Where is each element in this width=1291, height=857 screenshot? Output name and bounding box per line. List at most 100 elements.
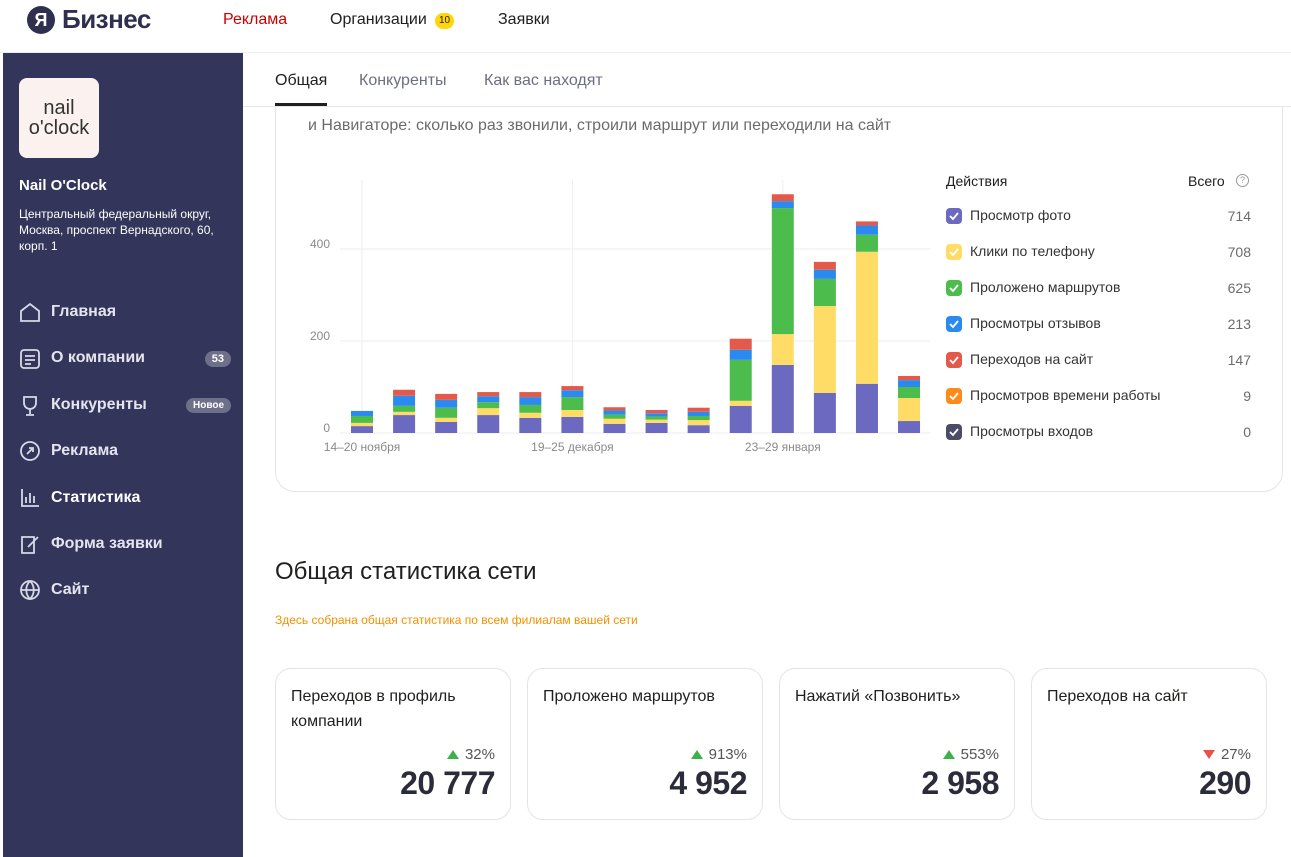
- icon-trophy: [23, 396, 37, 416]
- menu-item[interactable]: Статистика: [51, 489, 141, 506]
- legend-checkbox[interactable]: [946, 388, 962, 404]
- legend-checkbox[interactable]: [946, 352, 962, 368]
- menu-item[interactable]: Конкуренты: [51, 396, 147, 413]
- icon-ads-arrow: [26, 447, 34, 455]
- sidebar: nail o'clock Nail O'Clock Центральный фе…: [3, 53, 243, 857]
- menu-item[interactable]: Главная: [51, 303, 117, 320]
- tabs: Общая Конкуренты Как вас находят: [243, 53, 1291, 107]
- bar-segment: [645, 416, 668, 420]
- bar-segment: [645, 422, 668, 433]
- section-subtitle: Здесь собрана общая статистика по всем ф…: [275, 613, 638, 627]
- bar-segment: [393, 415, 416, 433]
- bar-segment: [687, 411, 710, 416]
- stat-card: Проложено маршрутов 913% 4 952: [527, 668, 763, 820]
- bar-segment: [771, 364, 794, 433]
- bar-segment: [435, 421, 458, 433]
- bar-segment: [435, 399, 458, 408]
- chart-description: и Навигаторе: сколько раз звонили, строи…: [308, 117, 892, 134]
- bar-segment: [771, 334, 794, 365]
- bar-segment: [855, 251, 878, 384]
- bar-segment: [729, 349, 752, 360]
- menu-badge: 53: [204, 351, 231, 367]
- bar-segment: [519, 392, 542, 398]
- icon-form: [21, 536, 39, 554]
- bar-segment: [729, 338, 752, 350]
- bar-segment: [477, 408, 500, 416]
- legend-checkbox[interactable]: [946, 424, 962, 440]
- bar-segment: [729, 400, 752, 406]
- bar-segment: [855, 234, 878, 252]
- menu-item[interactable]: О компании: [51, 349, 145, 366]
- bar-segment: [898, 375, 921, 381]
- menu-item[interactable]: Реклама: [51, 442, 118, 459]
- bar-segment: [687, 415, 710, 421]
- check-mark: [949, 428, 959, 437]
- legend-help[interactable]: ?: [1236, 174, 1249, 187]
- tab-underline: [275, 103, 327, 106]
- bar-segment: [898, 387, 921, 399]
- menu-item[interactable]: Форма заявки: [51, 535, 163, 552]
- bar-segment: [603, 423, 626, 433]
- check-mark: [949, 212, 959, 221]
- logo-mark[interactable]: Я: [27, 6, 55, 34]
- bar-segment: [393, 411, 416, 416]
- legend-label: Просмотр фото: [970, 207, 1071, 223]
- x-tick-label: 14–20 ноября: [324, 440, 400, 454]
- logo-text[interactable]: Бизнес: [62, 4, 151, 34]
- bar-segment: [519, 397, 542, 405]
- bar-segment: [771, 208, 794, 335]
- stat-value: 20 777: [400, 765, 495, 801]
- stat-card: Переходов в профиль компании 32% 20 777: [275, 668, 511, 820]
- tab[interactable]: Как вас находят: [484, 72, 603, 89]
- bar-segment: [393, 405, 416, 412]
- bar-segment: [813, 392, 836, 433]
- legend-checkbox[interactable]: [946, 208, 962, 224]
- tab[interactable]: Конкуренты: [359, 72, 447, 89]
- bar-segment: [898, 398, 921, 422]
- company-name: Nail O'Clock: [19, 177, 107, 194]
- check-mark: [949, 320, 959, 329]
- check-mark: [949, 356, 959, 365]
- bar-segment: [813, 269, 836, 279]
- bar-segment: [687, 420, 710, 426]
- company-address: Центральный федеральный округ, Москва, п…: [19, 207, 214, 253]
- bar-segment: [477, 396, 500, 403]
- logo-line: o'clock: [28, 117, 90, 139]
- bar-segment: [477, 392, 500, 397]
- bar-segment: [813, 261, 836, 270]
- menu-icons: [20, 302, 40, 601]
- legend-checkbox[interactable]: [946, 244, 962, 260]
- stat-title: Нажатий «Позвонить»: [795, 688, 961, 705]
- bar-segment: [561, 390, 584, 398]
- legend-checkbox[interactable]: [946, 280, 962, 296]
- check-mark: [949, 248, 959, 257]
- stat-title: Проложено маршрутов: [543, 688, 715, 705]
- bar-segment: [603, 410, 626, 415]
- nav-link[interactable]: Организации: [330, 11, 427, 28]
- legend-item: Просмотры входов 0: [946, 422, 1251, 442]
- company-logo: nail o'clock: [19, 78, 99, 158]
- bar-segment: [855, 225, 878, 235]
- nav-link[interactable]: Заявки: [498, 11, 550, 28]
- bar-segment: [898, 380, 921, 387]
- bar-segment: [351, 410, 373, 416]
- bar-segment: [561, 416, 584, 433]
- trend-arrow: [690, 750, 703, 759]
- legend-label: Просмотров времени работы: [970, 387, 1161, 403]
- stat-change: 913%: [690, 746, 747, 763]
- bar-segment: [687, 425, 710, 433]
- trend-arrow: [446, 750, 459, 759]
- legend-total: 9: [1243, 388, 1251, 404]
- legend-total: 708: [1227, 244, 1251, 260]
- legend-checkbox[interactable]: [946, 316, 962, 332]
- legend-item: Просмотров времени работы 9: [946, 386, 1251, 406]
- menu-item[interactable]: Сайт: [51, 581, 90, 598]
- tab[interactable]: Общая: [275, 72, 328, 89]
- bar-segment: [855, 221, 878, 226]
- stat-value: 4 952: [669, 765, 747, 801]
- bar-segment: [645, 419, 668, 423]
- nav-link[interactable]: Реклама: [223, 11, 288, 28]
- stat-value: 2 958: [921, 765, 999, 801]
- legend-title: Действия: [946, 173, 1008, 189]
- bar-segment: [435, 393, 458, 400]
